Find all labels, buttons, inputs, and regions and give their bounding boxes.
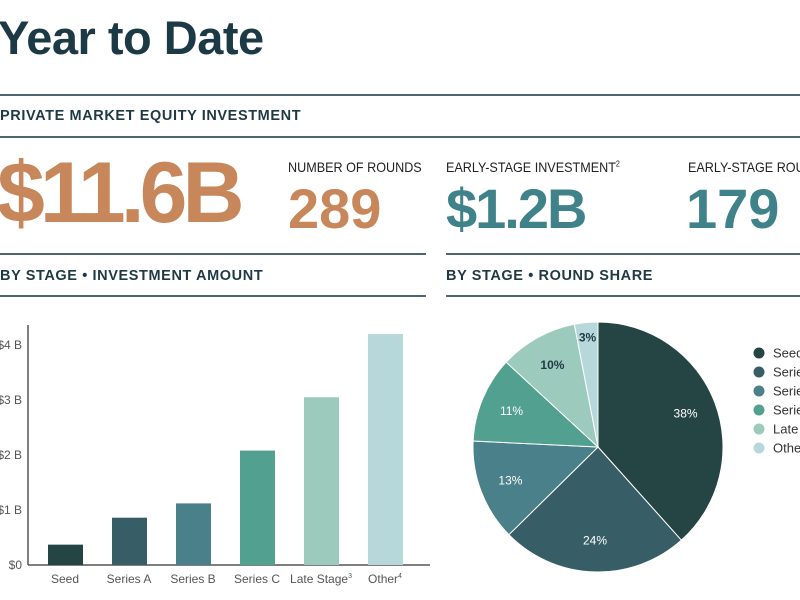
y-tick-label: $4 B — [0, 338, 22, 352]
footnote-ref: 3 — [348, 573, 352, 580]
x-tick-label: Other4 — [368, 572, 402, 586]
legend-label: Other — [773, 441, 800, 456]
kpi-rounds-label: NUMBER OF ROUNDS — [288, 159, 422, 175]
pie-slice-label: 11% — [500, 404, 523, 418]
bar-chart-title: BY STAGE • INVESTMENT AMOUNT — [0, 268, 264, 284]
legend-swatch — [753, 347, 765, 359]
x-tick-label-text: Seed — [51, 572, 79, 586]
kpi-early-investment-label-text: EARLY-STAGE INVESTMENT — [446, 159, 616, 175]
kpi-early-rounds-value: 179 — [686, 177, 780, 240]
pie-slice-label: 24% — [583, 534, 607, 548]
bar-late-stage — [304, 397, 339, 565]
x-tick-label-text: Series B — [170, 572, 215, 586]
x-tick-label: Series C — [234, 572, 280, 586]
pie-slice-series-c — [472, 361, 600, 448]
divider — [446, 295, 800, 297]
x-tick-label-text: Other — [368, 572, 398, 586]
y-tick-label: $1 B — [0, 503, 22, 517]
x-tick-label: Series A — [107, 572, 152, 586]
legend-swatch — [753, 423, 765, 435]
bar-series-a — [112, 517, 147, 565]
divider — [0, 295, 426, 297]
kpi-rounds-value: 289 — [288, 177, 382, 240]
legend-swatch — [753, 442, 765, 454]
section-heading-private-market: PRIVATE MARKET EQUITY INVESTMENT — [0, 108, 302, 124]
legend-label: Late Stage — [773, 422, 800, 437]
pie-slice-other — [573, 321, 599, 448]
bar-other — [368, 334, 403, 565]
kpi-total-investment: $11.6B — [0, 145, 245, 241]
x-tick-label: Seed — [51, 572, 79, 586]
legend-label: Series B — [773, 384, 800, 399]
y-tick-label: $0 — [9, 558, 23, 572]
kpi-early-investment-value: $1.2B — [446, 177, 587, 240]
kpi-early-rounds-label: EARLY-STAGE ROUNDS — [688, 159, 800, 175]
legend-swatch — [753, 366, 765, 378]
pie-slice-late-stage — [505, 323, 599, 449]
pie-slice-series-b — [472, 440, 600, 536]
x-tick-label: Series B — [170, 572, 215, 586]
page-title: Year to Date — [0, 11, 264, 64]
pie-slice-series-a — [508, 446, 683, 573]
y-tick-label: $3 B — [0, 393, 22, 407]
divider — [446, 253, 800, 255]
x-tick-label-text: Series A — [107, 572, 152, 586]
pie-slice-label: 3% — [579, 330, 597, 344]
x-tick-label: Late Stage3 — [290, 572, 352, 586]
divider — [0, 94, 800, 96]
x-tick-label-text: Series C — [234, 572, 280, 586]
pie-slice-label: 13% — [498, 473, 522, 487]
divider — [0, 136, 800, 138]
bar-seed — [48, 544, 83, 565]
legend-swatch — [753, 404, 765, 416]
footnote-ref: 2 — [615, 159, 620, 169]
pie-slice-label: 38% — [674, 407, 698, 421]
bar-chart: $0 $1 B $2 B $3 B $4 B Seed Series A Series B Se… — [0, 325, 430, 586]
pie-chart: 38% 24% 13% 11% 10% 3% Seed Series A Series B Ser… — [472, 321, 800, 573]
pie-slice-seed — [597, 321, 724, 541]
x-tick-label-text: Late Stage — [290, 572, 348, 586]
pie-chart-title: BY STAGE • ROUND SHARE — [446, 268, 654, 284]
y-tick-label: $2 B — [0, 448, 22, 462]
legend-label: Series C — [773, 403, 800, 418]
bar-series-b — [176, 503, 211, 565]
pie-slice-label: 10% — [540, 358, 564, 372]
kpi-early-investment-label: EARLY-STAGE INVESTMENT2 — [446, 159, 620, 175]
legend-label: Seed — [773, 346, 800, 361]
divider — [0, 253, 426, 255]
footnote-ref: 4 — [398, 573, 402, 580]
legend-label: Series A — [773, 365, 800, 380]
bar-series-c — [240, 450, 275, 565]
legend-swatch — [753, 385, 765, 397]
